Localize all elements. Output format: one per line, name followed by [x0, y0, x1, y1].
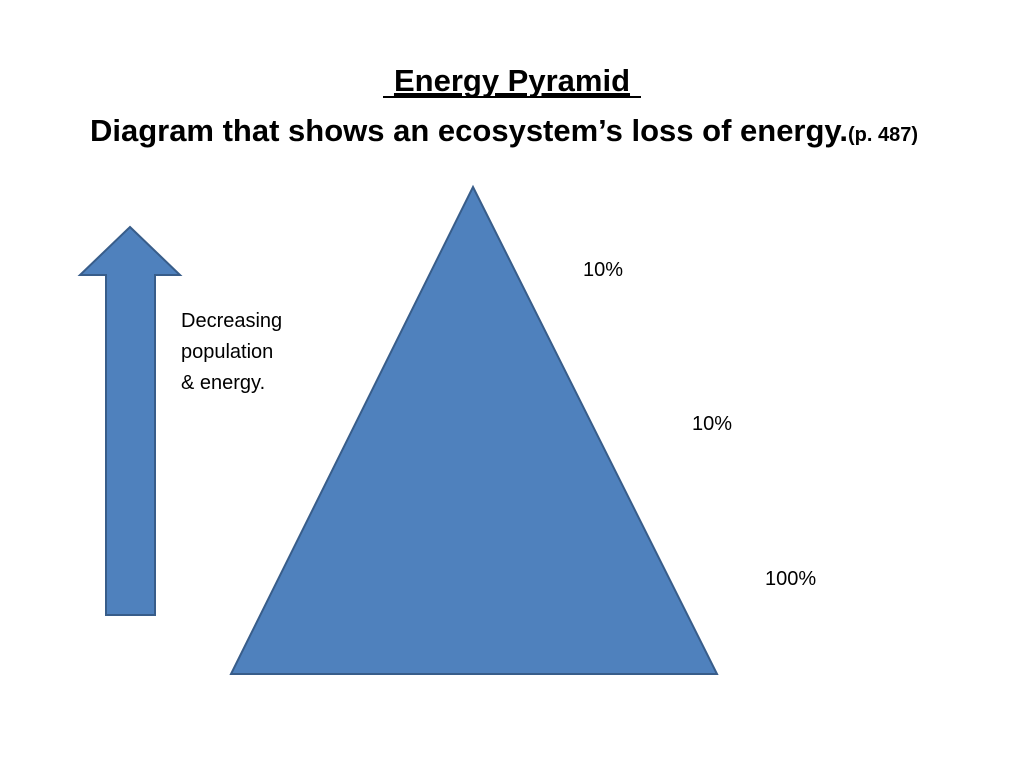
subtitle-text: Diagram that shows an ecosystem’s loss o… [90, 113, 848, 148]
arrow-label-line: Decreasing [181, 310, 282, 332]
page-reference: (p. 487) [848, 124, 918, 146]
arrow-label-line: & energy. [181, 372, 265, 394]
arrow-label-line: population [181, 341, 273, 363]
level-label: 100% [765, 568, 816, 590]
subtitle: Diagram that shows an ecosystem’s loss o… [90, 113, 918, 148]
level-label: 10% [583, 259, 623, 281]
level-label: 10% [692, 413, 732, 435]
pyramid [229, 184, 719, 675]
up-arrow [77, 225, 183, 616]
title: Energy Pyramid [394, 63, 630, 98]
